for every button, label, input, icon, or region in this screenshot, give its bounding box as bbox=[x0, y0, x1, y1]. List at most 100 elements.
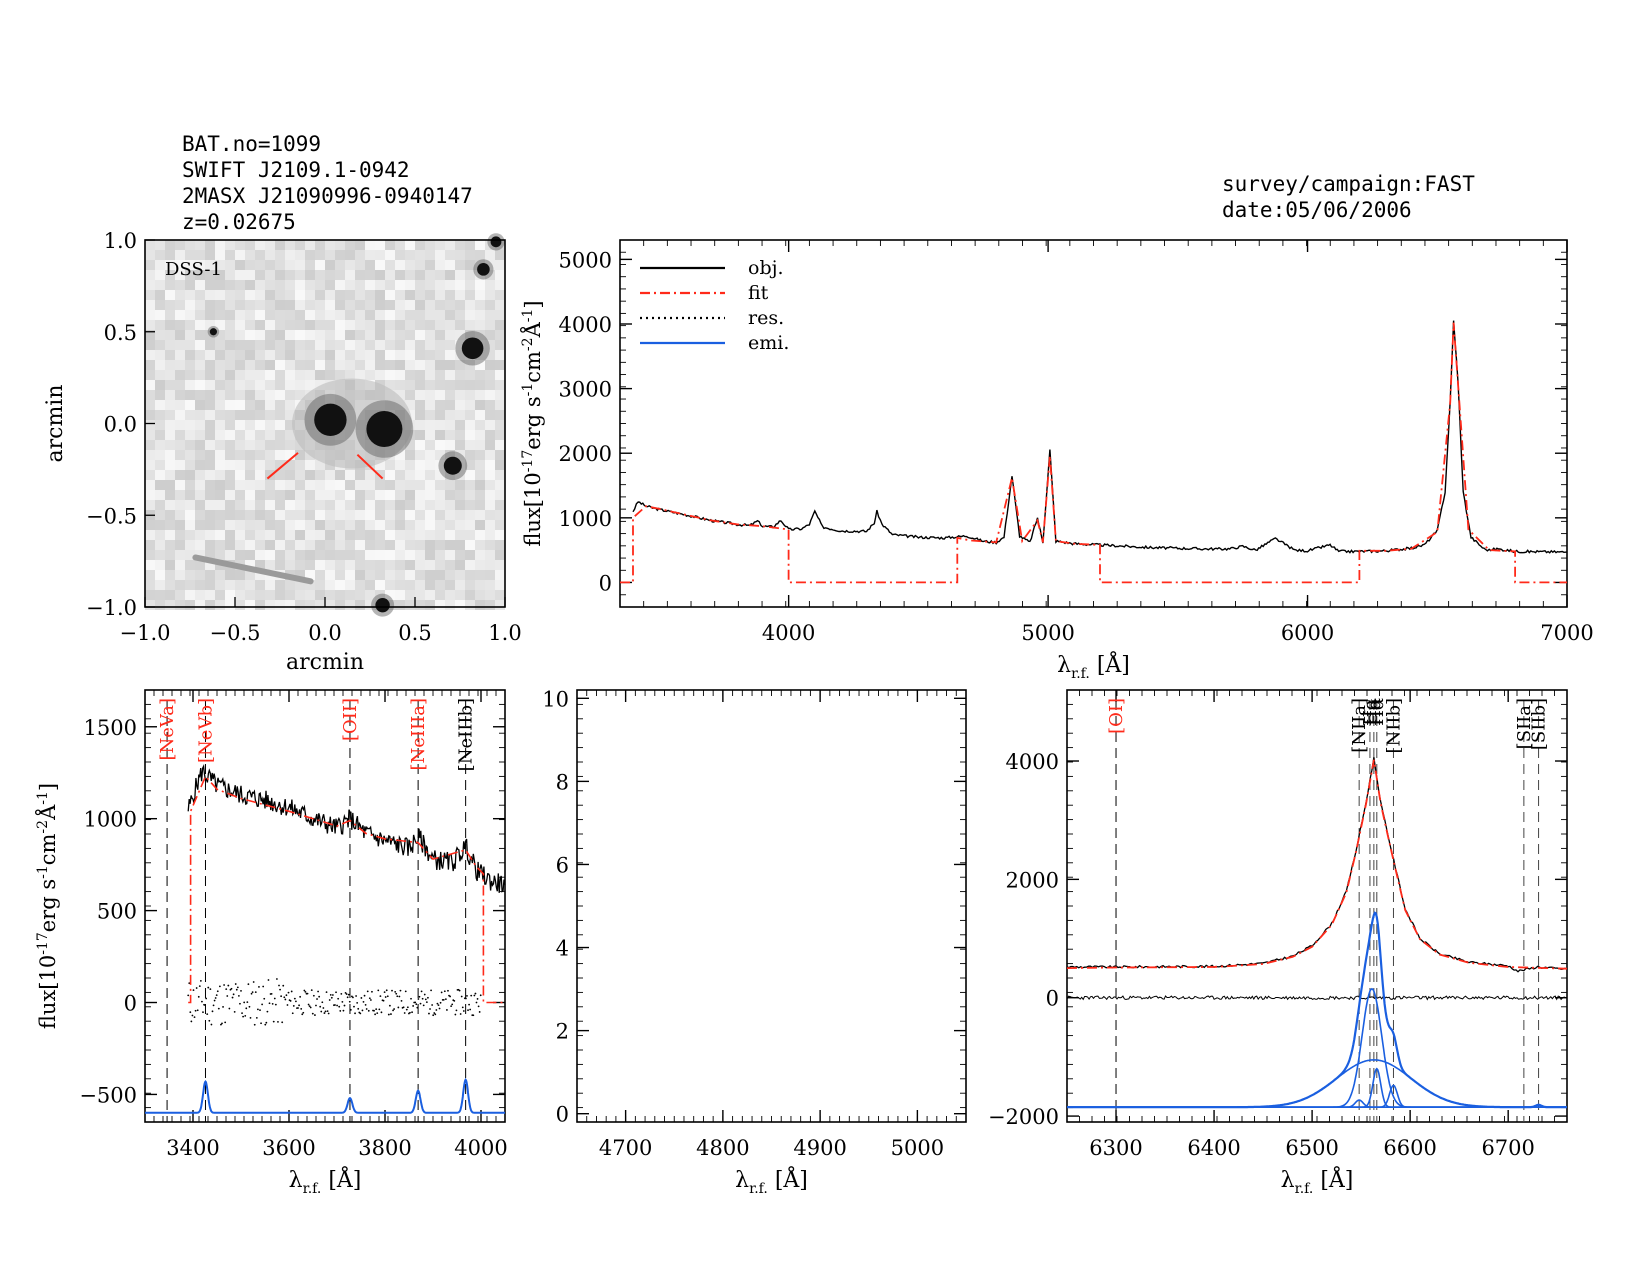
dss-pixel bbox=[205, 580, 215, 590]
dss-pixel bbox=[195, 540, 205, 550]
dss-pixel bbox=[175, 540, 185, 550]
dss-pixel bbox=[155, 530, 165, 540]
dss-pixel bbox=[195, 330, 205, 340]
dss-pixel bbox=[465, 430, 475, 440]
dss-pixel bbox=[485, 330, 495, 340]
dss-pixel bbox=[205, 560, 215, 570]
residual-point bbox=[357, 1007, 360, 1010]
dss-pixel bbox=[405, 360, 415, 370]
x-tick-label: 4800 bbox=[696, 1136, 749, 1160]
dss-pixel bbox=[415, 520, 425, 530]
dss-pixel bbox=[355, 350, 365, 360]
dss-pixel bbox=[405, 440, 415, 450]
dss-pixel bbox=[185, 520, 195, 530]
x-tick-label: 6400 bbox=[1187, 1136, 1240, 1160]
dss-pixel bbox=[165, 450, 175, 460]
dss-pixel bbox=[165, 590, 175, 600]
residual-point bbox=[215, 994, 218, 997]
residual-point bbox=[271, 1002, 274, 1005]
dss-pixel bbox=[235, 600, 245, 610]
dss-pixel bbox=[435, 560, 445, 570]
dss-pixel bbox=[145, 470, 155, 480]
x-tick-label: 4700 bbox=[599, 1136, 652, 1160]
dss-pixel bbox=[205, 290, 215, 300]
dss-pixel bbox=[255, 350, 265, 360]
dss-pixel bbox=[395, 510, 405, 520]
residual-point bbox=[356, 1001, 359, 1004]
dss-pixel bbox=[495, 400, 505, 410]
dss-pixel bbox=[275, 240, 285, 250]
dss-pixel bbox=[205, 370, 215, 380]
dss-pixel bbox=[165, 530, 175, 540]
dss-pixel bbox=[255, 340, 265, 350]
dss-pixel bbox=[255, 600, 265, 610]
dss-pixel bbox=[165, 490, 175, 500]
dss-pixel bbox=[355, 370, 365, 380]
dss-pixel bbox=[155, 410, 165, 420]
residual-point bbox=[306, 992, 309, 995]
dss-pixel bbox=[195, 460, 205, 470]
dss-pixel bbox=[375, 570, 385, 580]
residual-point bbox=[260, 1022, 262, 1025]
residual-point bbox=[468, 1003, 470, 1006]
residual-point bbox=[272, 1020, 275, 1023]
dss-pixel bbox=[145, 540, 155, 550]
dss-pixel bbox=[445, 270, 455, 280]
dss-pixel bbox=[275, 540, 285, 550]
dss-pixel bbox=[485, 260, 495, 270]
dss-pixel bbox=[205, 460, 215, 470]
dss-pixel bbox=[455, 600, 465, 610]
dss-pixel bbox=[215, 240, 225, 250]
dss-pixel bbox=[485, 460, 495, 470]
residual-point bbox=[355, 995, 358, 997]
dss-pixel bbox=[265, 440, 275, 450]
dss-pixel bbox=[405, 380, 415, 390]
dss-pixel bbox=[395, 380, 405, 390]
dss-pixel bbox=[255, 260, 265, 270]
dss-pixel bbox=[435, 490, 445, 500]
residual-point bbox=[243, 1001, 246, 1004]
dss-pixel bbox=[465, 410, 475, 420]
dss-pixel bbox=[495, 410, 505, 420]
dss-pixel bbox=[475, 570, 485, 580]
residual-point bbox=[440, 991, 443, 994]
dss-pixel bbox=[455, 360, 465, 370]
dss-pixel bbox=[185, 490, 195, 500]
residual-point bbox=[343, 1004, 346, 1007]
dss-pixel bbox=[215, 460, 225, 470]
dss-pixel bbox=[165, 400, 175, 410]
residual-point bbox=[299, 995, 302, 998]
dss-pixel bbox=[285, 460, 295, 470]
residual-point bbox=[214, 997, 217, 999]
y-tick-label: 2 bbox=[556, 1020, 569, 1044]
y-tick-label: 0 bbox=[124, 992, 137, 1016]
emi-total bbox=[1067, 911, 1567, 1109]
dss-pixel bbox=[485, 510, 495, 520]
dss-pixel bbox=[465, 570, 475, 580]
dss-pixel bbox=[275, 490, 285, 500]
emi-component bbox=[1067, 987, 1567, 1108]
residual-spectrum bbox=[1066, 995, 1568, 1001]
dss-pixel bbox=[195, 490, 205, 500]
dss-pixel bbox=[165, 370, 175, 380]
dss-pixel bbox=[405, 540, 415, 550]
dss-pixel bbox=[145, 590, 155, 600]
dss-pixel bbox=[165, 420, 175, 430]
dss-pixel bbox=[485, 310, 495, 320]
target-marker-right bbox=[356, 453, 384, 480]
dss-pixel bbox=[285, 360, 295, 370]
dss-pixel bbox=[235, 340, 245, 350]
dss-pixel bbox=[445, 590, 455, 600]
dss-pixel bbox=[235, 460, 245, 470]
residual-point bbox=[230, 987, 233, 990]
dss-pixel bbox=[225, 260, 235, 270]
dss-pixel bbox=[385, 370, 395, 380]
dss-pixel bbox=[265, 310, 275, 320]
dss-pixel bbox=[295, 520, 305, 530]
residual-point bbox=[478, 1011, 481, 1013]
dss-pixel bbox=[295, 320, 305, 330]
dss-pixel bbox=[215, 280, 225, 290]
residual-point bbox=[455, 1009, 458, 1012]
dss-pixel bbox=[385, 330, 395, 340]
residual-point bbox=[474, 992, 477, 995]
